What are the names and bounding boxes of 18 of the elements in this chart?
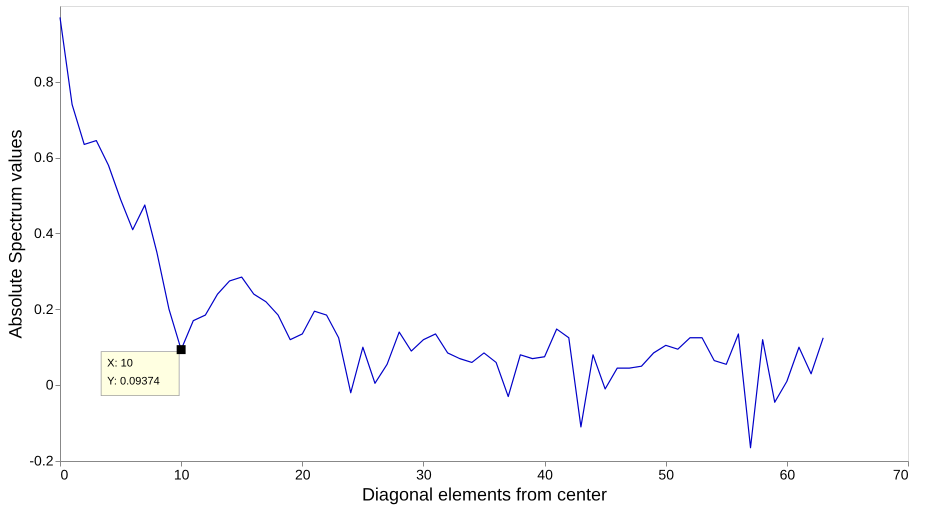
x-tick-label: 10 bbox=[174, 466, 190, 482]
y-axis-title: Absolute Spectrum values bbox=[5, 129, 26, 339]
line-series bbox=[59, 16, 824, 448]
y-tick-label: 0.2 bbox=[34, 300, 54, 317]
x-tick-label: 50 bbox=[658, 466, 674, 482]
x-tick-label: 20 bbox=[294, 466, 311, 482]
y-tick-label: 0.6 bbox=[34, 149, 54, 166]
x-tick-label: 70 bbox=[892, 466, 909, 482]
x-tick-label: 30 bbox=[416, 466, 432, 482]
y-tick-label: 0.8 bbox=[34, 73, 54, 90]
annotation: X: 10 Y: 0.09374 bbox=[107, 358, 160, 388]
x-tick-label: 60 bbox=[780, 466, 796, 482]
y-tick-label: 0.4 bbox=[34, 225, 54, 241]
x-tick-label: 40 bbox=[537, 466, 554, 482]
x-tick-label: 0 bbox=[60, 466, 68, 482]
x-axis-title: Diagonal elements from center bbox=[362, 484, 608, 504]
y-tick-label: -0.2 bbox=[29, 452, 54, 468]
y-tick-label: 0 bbox=[46, 376, 54, 393]
